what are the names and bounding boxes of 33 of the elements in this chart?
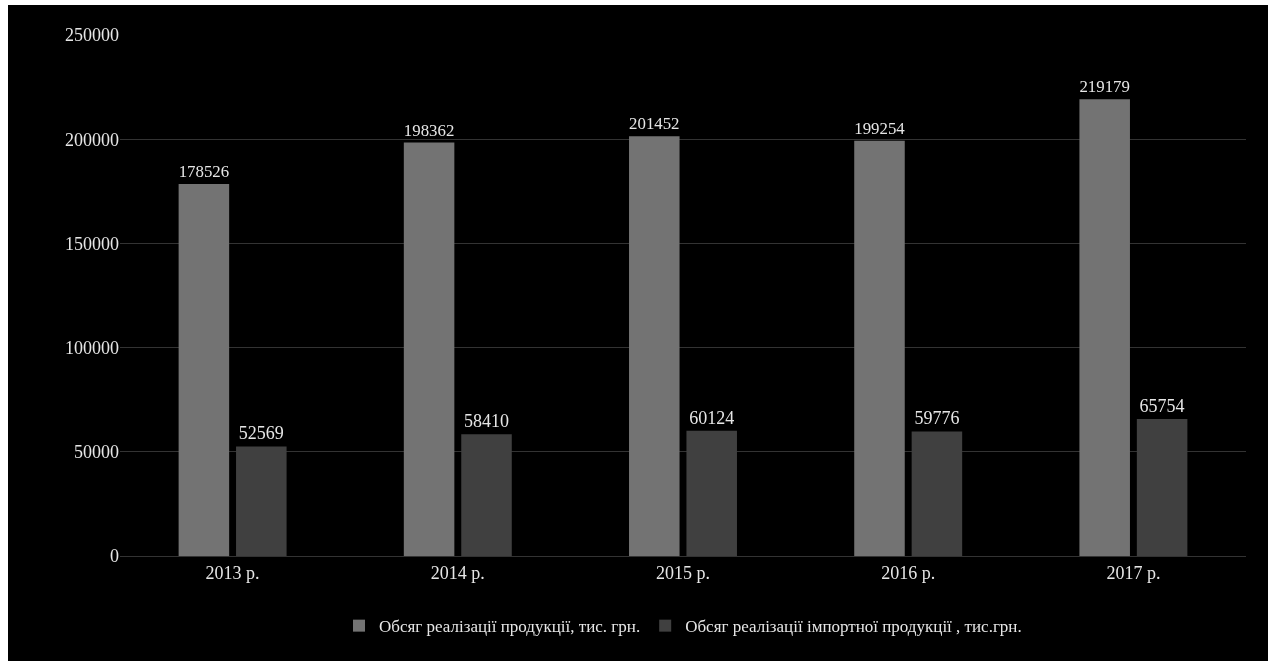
bar	[911, 431, 963, 556]
data-label: 52569	[238, 423, 284, 444]
x-tick-label: 2015 р.	[656, 562, 710, 583]
data-label: 199254	[854, 119, 906, 139]
data-label: 65754	[1139, 395, 1185, 416]
data-label: 60124	[689, 407, 735, 428]
bar	[178, 183, 230, 556]
legend-label: Обсяг реалізації імпортної продукції , тис.грн.	[685, 617, 1022, 637]
bar	[1079, 99, 1130, 556]
bar	[854, 140, 905, 556]
y-tick-label: 150000	[65, 233, 119, 254]
y-tick-label: 100000	[65, 337, 119, 358]
data-label: 59776	[914, 408, 960, 429]
legend-label: Обсяг реалізації продукції, тис. грн.	[379, 617, 641, 637]
y-tick-label: 50000	[74, 442, 119, 463]
bar	[686, 430, 737, 556]
bar	[461, 434, 512, 556]
bar	[403, 142, 455, 556]
bar	[236, 446, 287, 556]
data-label: 219179	[1079, 77, 1130, 97]
y-tick-label: 0	[110, 546, 119, 567]
x-tick-label: 2016 р.	[881, 562, 936, 583]
data-label: 58410	[464, 411, 510, 432]
x-tick-label: 2013 р.	[205, 562, 260, 583]
y-tick-label: 250000	[65, 25, 119, 46]
y-tick-label: 200000	[65, 129, 119, 150]
data-label: 201452	[629, 114, 680, 134]
x-tick-label: 2017 р.	[1106, 562, 1161, 583]
bar	[629, 136, 680, 556]
data-label: 178526	[178, 162, 230, 182]
x-tick-label: 2014 р.	[430, 562, 485, 583]
data-label: 198362	[403, 120, 455, 140]
bar	[1136, 418, 1188, 556]
